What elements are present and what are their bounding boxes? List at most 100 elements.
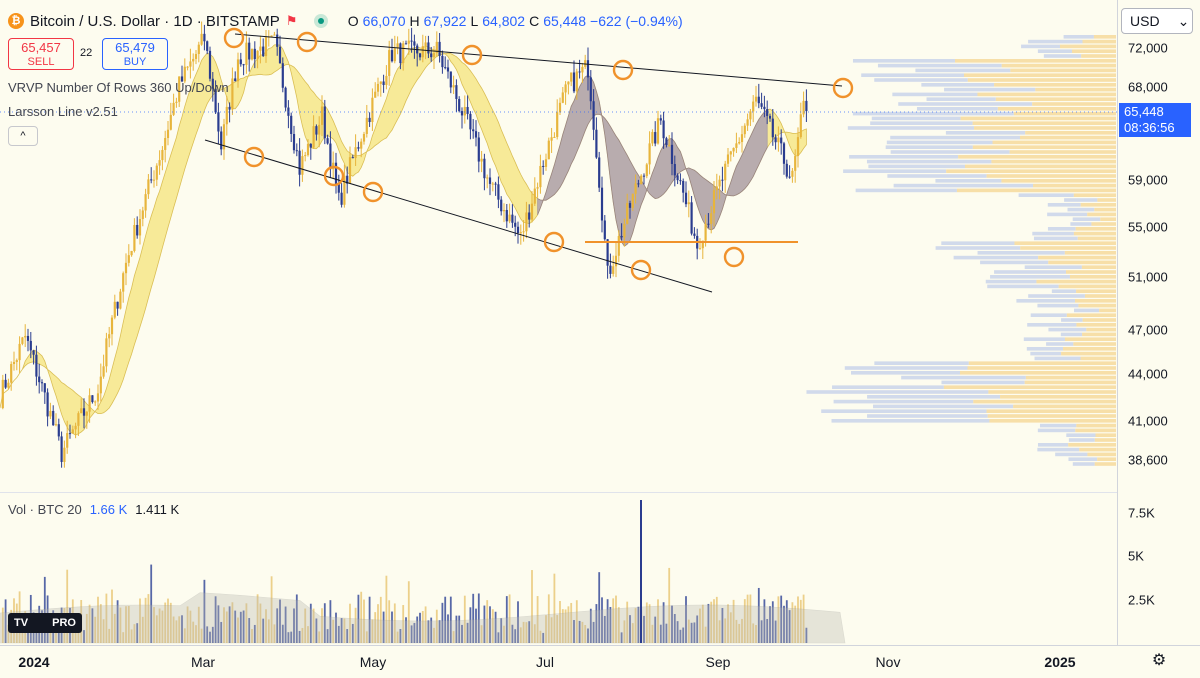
buy-button[interactable]: 65,479 BUY [102,38,168,70]
candle-body [309,143,312,148]
candle-body [550,137,553,141]
vrvp-bar-up [963,73,1116,77]
candle-body [690,202,693,234]
vrvp-bar-down [868,164,965,169]
vrvp-bar-down [926,97,996,101]
candle-body [91,395,94,403]
volume-bar [217,605,220,643]
volume-bar [570,602,573,643]
vrvp-bar-up [1010,68,1116,73]
candle-body [368,117,371,123]
volume-bar [237,617,239,643]
price-axis[interactable]: 72,000 68,000 59,000 55,000 51,000 47,00… [1117,0,1200,652]
vrvp-bar-down [1061,318,1083,322]
candle-body [253,48,256,60]
candle-body [407,40,410,44]
volume-bar [749,594,752,643]
vrvp-bar-down [935,246,1021,250]
volume-bar [407,581,410,643]
sell-button[interactable]: 65,457 SELL [8,38,74,70]
candle-body [281,63,284,88]
candle-body [35,354,38,377]
candle-body [600,187,604,221]
candle-body [553,136,556,138]
vrvp-bar-down [1032,231,1074,236]
volume-bar [771,601,774,643]
settings-icon[interactable]: ⚙ [1151,652,1167,669]
currency-select[interactable]: USD ⌄ [1121,8,1193,34]
volume-bar [612,598,615,643]
volume-bar [371,619,374,643]
volume-bar [360,591,363,643]
volume-bar [167,598,169,643]
flag-icon[interactable]: ⚑ [285,13,298,28]
price-tick: 51,000 [1128,269,1168,285]
candle-body [606,239,609,266]
vrvp-bar-up [1078,303,1116,308]
pivot-marker [461,44,483,66]
vrvp-bar-up [1073,231,1116,236]
vrvp-bar-down [847,126,975,130]
vrvp-bar-down [977,251,1065,255]
candle-body [348,157,352,184]
vrvp-bar-up [943,385,1116,389]
volume-bar [312,608,315,643]
vrvp-bar-down [1051,289,1077,293]
candle-body [292,134,296,151]
candle-body [777,137,780,143]
collapse-indicators-button[interactable]: ^ [8,126,38,146]
candle-body [225,106,228,125]
pane-separator[interactable] [0,492,1117,493]
candle-body [374,91,377,98]
price-chart[interactable] [0,0,1117,645]
volume-bar [402,605,405,643]
volume-bar [673,614,676,643]
market-status-icon[interactable] [313,14,328,28]
pivot-marker [832,77,854,99]
candle-body [166,129,170,139]
indicator-larsson-line[interactable]: Larsson Line v2.51 [8,104,118,119]
time-axis[interactable]: 2024 Mar May Jul Sep Nov 2025 [0,645,1200,678]
candle-body [164,138,167,150]
vrvp-bar-down [892,92,978,97]
volume-bar [654,616,657,643]
volume-bar [113,613,116,643]
candle-body [724,163,727,181]
indicator-vrvp[interactable]: VRVP Number Of Rows 360 Up/Down [8,80,229,95]
volume-bar [766,619,769,643]
volume-bar [687,619,690,643]
tradingview-logo[interactable]: TV PRO [8,613,82,633]
candle-body [304,155,307,157]
candle-body [707,223,710,225]
volume-bar [374,612,377,643]
volume-bar [718,620,721,643]
candle-body [586,60,590,78]
vrvp-bar-down [851,371,960,375]
candle-body [687,202,690,205]
volume-bar [785,600,788,643]
volume-value-a: 1.66 K [89,502,128,517]
candle-body [206,41,209,51]
volume-bar [497,632,500,643]
symbol-title[interactable]: Bitcoin / U.S. Dollar · 1D · BITSTAMP [30,12,280,30]
vrvp-bar-up [1025,375,1116,380]
candle-body [757,96,760,104]
volume-bar [214,596,217,643]
candle-body [250,48,254,60]
vrvp-bar-down [1037,443,1069,447]
vrvp-bar-up [1063,347,1116,351]
volume-bar [357,594,360,643]
vrvp-bar-down [985,279,1037,284]
vrvp-bar-down [844,366,968,370]
pivot-marker [323,165,345,187]
candle-body [29,340,32,351]
volume-legend[interactable]: Vol · BTC 20 1.66 K 1.411 K [8,502,179,517]
candle-body [298,150,301,175]
candle-body [564,84,567,93]
volume-bar [323,603,326,643]
volume-bar [587,628,589,643]
candle-body [306,143,310,156]
volume-bar [130,629,133,643]
symbol-header: ₿ Bitcoin / U.S. Dollar · 1D · BITSTAMP … [8,10,683,32]
